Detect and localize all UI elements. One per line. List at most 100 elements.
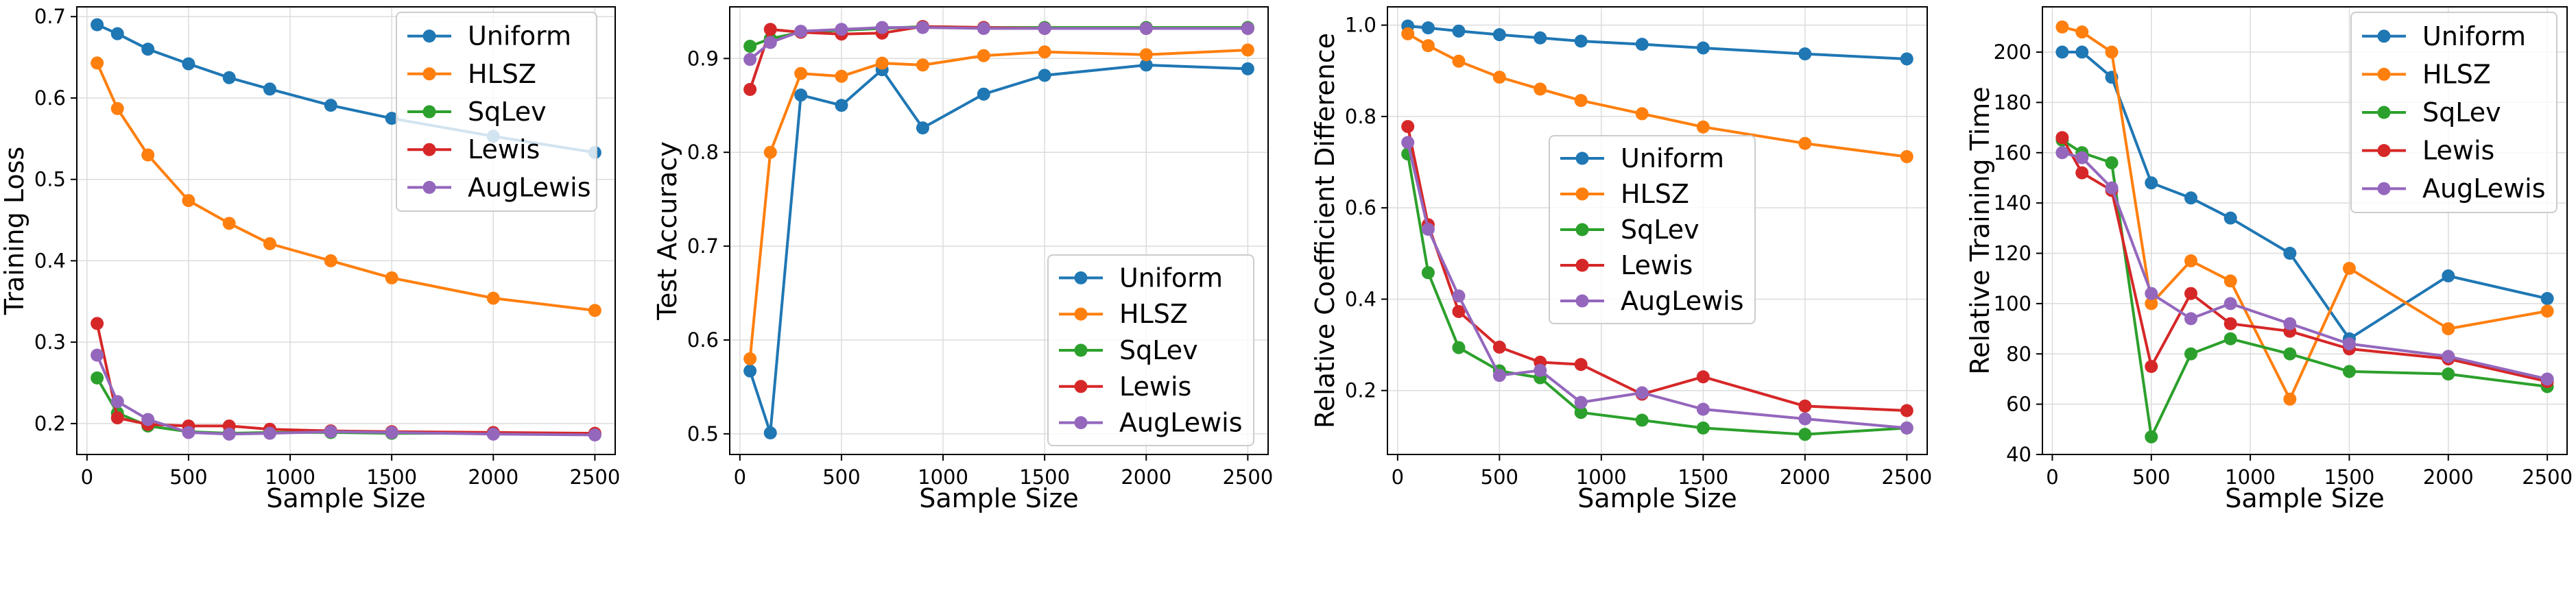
- data-point-auglewis: [2075, 151, 2089, 165]
- data-point-sqlev: [1421, 266, 1435, 280]
- data-point-auglewis: [1635, 386, 1649, 400]
- data-point-lewis: [110, 411, 124, 425]
- legend-marker-hlsz: [2377, 67, 2391, 81]
- data-point-auglewis: [588, 428, 601, 442]
- data-point-sqlev: [1798, 428, 1812, 441]
- x-tick-label: 2000: [1121, 465, 1171, 489]
- legend-label-sqlev: SqLev: [1621, 215, 1700, 245]
- legend-label-auglewis: AugLewis: [468, 172, 591, 202]
- series-line-lewis: [95, 323, 595, 435]
- data-point-hlsz: [263, 236, 276, 250]
- data-point-auglewis: [1534, 363, 1547, 377]
- y-tick-label: 0.5: [687, 422, 719, 446]
- data-point-lewis: [1574, 358, 1588, 372]
- data-point-hlsz: [2283, 392, 2297, 406]
- data-point-sqlev: [1696, 421, 1710, 435]
- data-point-hlsz: [182, 194, 195, 208]
- data-point-uniform: [324, 99, 337, 112]
- x-tick-label: 0: [1392, 465, 1404, 489]
- chart-panel-1: 0 500 1000 1500 2000 2500 0.2 0.3 0.4 0.5 0.6 0.7 Sa…: [0, 5, 620, 513]
- data-point-sqlev: [2283, 347, 2297, 361]
- data-point-uniform: [1696, 41, 1710, 55]
- y-axis-label: Relative Training Time: [1965, 86, 1995, 374]
- y-tick-label: 0.7: [687, 234, 719, 258]
- legend-label-hlsz: HLSZ: [1119, 299, 1188, 329]
- data-point-hlsz: [91, 56, 104, 70]
- data-point-auglewis: [91, 348, 104, 362]
- data-point-auglewis: [2442, 350, 2455, 363]
- data-point-uniform: [385, 112, 398, 125]
- data-point-uniform: [1421, 21, 1435, 35]
- data-point-auglewis: [141, 413, 155, 426]
- x-tick-label: 2000: [2423, 465, 2474, 489]
- x-tick-label: 2500: [2522, 465, 2573, 489]
- data-point-lewis: [91, 317, 104, 330]
- data-point-auglewis: [977, 21, 990, 35]
- data-point-auglewis: [486, 427, 500, 441]
- x-tick-label: 2500: [1881, 465, 1932, 489]
- legend-marker-uniform: [1074, 271, 1088, 284]
- x-tick-label: 1500: [366, 465, 417, 489]
- y-tick-label: 1.0: [1345, 14, 1376, 37]
- data-point-auglewis: [1421, 223, 1435, 236]
- data-point-sqlev: [2184, 347, 2198, 361]
- series-line-lewis: [1406, 126, 1907, 412]
- data-point-lewis: [2055, 131, 2069, 145]
- plot-frame: [2042, 6, 2568, 455]
- legend-label-uniform: Uniform: [2422, 21, 2526, 51]
- data-point-auglewis: [1038, 21, 1051, 35]
- data-point-hlsz: [1139, 48, 1153, 62]
- y-axis-label: Test Accuracy: [652, 141, 682, 320]
- legend-label-auglewis: AugLewis: [1621, 286, 1744, 316]
- data-point-uniform: [110, 27, 124, 40]
- plot-frame: [76, 6, 616, 455]
- chart-panel-3: 0 500 1000 1500 2000 2500 0.2 0.4 0.6 0.8 1.0 Sampl…: [1310, 6, 1932, 513]
- data-point-hlsz: [1534, 82, 1547, 96]
- legend-marker-sqlev: [1575, 223, 1589, 236]
- y-tick-label: 0.3: [34, 330, 66, 354]
- data-point-hlsz: [2075, 25, 2089, 39]
- data-point-sqlev: [1635, 413, 1649, 427]
- y-tick-label: 0.8: [687, 141, 719, 164]
- y-tick-label: 180: [1994, 90, 2031, 114]
- data-point-hlsz: [1574, 94, 1588, 108]
- x-tick-label: 2000: [468, 465, 518, 489]
- legend-marker-sqlev: [1074, 343, 1088, 357]
- data-point-uniform: [141, 42, 155, 56]
- y-tick-label: 120: [1994, 242, 2031, 265]
- data-point-hlsz: [2055, 20, 2069, 34]
- data-point-auglewis: [2184, 312, 2198, 326]
- legend-label-sqlev: SqLev: [1119, 335, 1198, 365]
- data-point-hlsz: [835, 69, 848, 83]
- legend-box: [2350, 12, 2557, 213]
- legend-marker-sqlev: [2377, 106, 2391, 119]
- legend-marker-lewis: [1575, 258, 1589, 272]
- x-axis-label: Sample Size: [1577, 483, 1737, 513]
- data-point-hlsz: [1038, 45, 1051, 59]
- data-point-lewis: [1452, 304, 1466, 318]
- x-tick-label: 1500: [2324, 465, 2375, 489]
- data-point-uniform: [743, 364, 757, 378]
- data-point-auglewis: [2105, 181, 2119, 195]
- y-tick-label: 0.5: [34, 168, 66, 191]
- plot-frame: [729, 6, 1269, 455]
- data-point-auglewis: [1900, 421, 1913, 435]
- y-tick-label: 0.2: [34, 412, 66, 435]
- legend-label-hlsz: HLSZ: [468, 59, 536, 89]
- legend-label-hlsz: HLSZ: [2422, 59, 2491, 89]
- legend-marker-hlsz: [1074, 307, 1088, 321]
- data-point-hlsz: [1798, 136, 1812, 150]
- series-line-auglewis: [1406, 142, 1907, 430]
- data-point-lewis: [1696, 370, 1710, 384]
- data-point-sqlev: [2223, 332, 2237, 345]
- data-point-auglewis: [110, 395, 124, 409]
- data-point-uniform: [263, 82, 276, 96]
- data-point-lewis: [2145, 360, 2158, 374]
- y-tick-label: 40: [2006, 443, 2031, 466]
- series-line-uniform: [1407, 25, 1907, 60]
- chart-panel-2: 0 500 1000 1500 2000 2500 0.5 0.6 0.7 0.8 0.9 Sampl…: [652, 6, 1273, 513]
- data-point-hlsz: [1241, 43, 1254, 57]
- data-point-uniform: [182, 57, 195, 71]
- x-tick-label: 2000: [1780, 465, 1830, 489]
- series-line-hlsz: [748, 49, 1248, 359]
